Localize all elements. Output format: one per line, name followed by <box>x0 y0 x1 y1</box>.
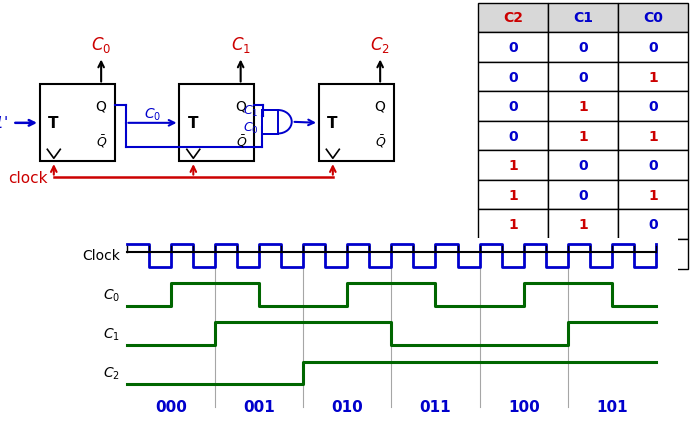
Text: 010: 010 <box>331 399 363 414</box>
Text: 0: 0 <box>509 70 518 84</box>
Bar <box>478 210 548 239</box>
Text: T: T <box>327 116 338 131</box>
Text: 001: 001 <box>243 399 275 414</box>
Bar <box>478 181 548 210</box>
Text: 000: 000 <box>155 399 187 414</box>
Bar <box>179 85 254 162</box>
Text: $C_1$: $C_1$ <box>243 104 259 119</box>
Text: 1: 1 <box>648 130 657 143</box>
Text: $\bar{Q}$: $\bar{Q}$ <box>236 133 247 150</box>
Text: 0: 0 <box>648 41 657 55</box>
Text: Q: Q <box>375 99 385 113</box>
Text: $C_2$: $C_2$ <box>103 365 120 381</box>
Text: 101: 101 <box>596 399 628 414</box>
Bar <box>478 121 548 151</box>
Text: 0: 0 <box>579 41 588 55</box>
Bar <box>478 239 548 269</box>
Text: T: T <box>48 116 59 131</box>
Bar <box>478 92 548 121</box>
Text: $C_0$: $C_0$ <box>243 120 259 135</box>
Text: C2: C2 <box>503 12 523 26</box>
Bar <box>548 63 618 92</box>
Text: 0: 0 <box>648 218 657 232</box>
Text: 0: 0 <box>579 70 588 84</box>
Text: Q: Q <box>95 99 107 113</box>
Bar <box>548 181 618 210</box>
Bar <box>618 121 688 151</box>
Bar <box>618 63 688 92</box>
Text: 0: 0 <box>579 159 588 173</box>
Text: $C_1$: $C_1$ <box>230 35 251 55</box>
Bar <box>548 151 618 181</box>
Bar <box>478 151 548 181</box>
Text: $C_0$: $C_0$ <box>91 35 111 55</box>
Bar <box>548 239 618 269</box>
Text: clock: clock <box>8 170 48 186</box>
Bar <box>262 111 278 134</box>
Bar <box>618 4 688 33</box>
Text: $C_2$: $C_2$ <box>370 35 390 55</box>
Text: T: T <box>188 116 198 131</box>
Bar <box>319 85 394 162</box>
Text: 0: 0 <box>509 130 518 143</box>
Bar <box>618 239 688 269</box>
Text: 100: 100 <box>508 399 540 414</box>
Text: '1': '1' <box>0 116 9 131</box>
Text: Q: Q <box>235 99 246 113</box>
Text: $C_1$: $C_1$ <box>103 326 120 342</box>
Text: 0: 0 <box>579 188 588 202</box>
Text: $C_0$: $C_0$ <box>144 106 161 122</box>
Text: 1: 1 <box>509 159 518 173</box>
Bar <box>618 210 688 239</box>
Bar <box>618 33 688 63</box>
Bar <box>548 121 618 151</box>
Text: 0: 0 <box>509 100 518 114</box>
Bar <box>548 92 618 121</box>
Text: 1: 1 <box>578 100 588 114</box>
Text: C0: C0 <box>643 12 663 26</box>
Text: 011: 011 <box>419 399 451 414</box>
Bar <box>478 4 548 33</box>
Text: 1: 1 <box>648 188 657 202</box>
Text: 1: 1 <box>509 218 518 232</box>
Bar <box>478 63 548 92</box>
Text: $\bar{Q}$: $\bar{Q}$ <box>376 133 387 150</box>
Bar <box>618 92 688 121</box>
Bar <box>618 181 688 210</box>
Text: 1: 1 <box>578 130 588 143</box>
Text: C1: C1 <box>573 12 593 26</box>
Bar <box>478 33 548 63</box>
Text: 1: 1 <box>578 247 588 261</box>
Bar <box>40 85 115 162</box>
Text: Clock: Clock <box>82 249 120 263</box>
Text: 1: 1 <box>578 218 588 232</box>
Text: 1: 1 <box>509 247 518 261</box>
Bar <box>618 151 688 181</box>
Text: 1: 1 <box>648 70 657 84</box>
Text: 0: 0 <box>648 100 657 114</box>
Bar <box>548 210 618 239</box>
Text: 0: 0 <box>509 41 518 55</box>
Text: $\bar{Q}$: $\bar{Q}$ <box>96 133 108 150</box>
Text: 1: 1 <box>509 188 518 202</box>
Text: $C_0$: $C_0$ <box>102 287 120 303</box>
Text: 1: 1 <box>648 247 657 261</box>
Text: 0: 0 <box>648 159 657 173</box>
Bar <box>548 4 618 33</box>
Bar <box>548 33 618 63</box>
